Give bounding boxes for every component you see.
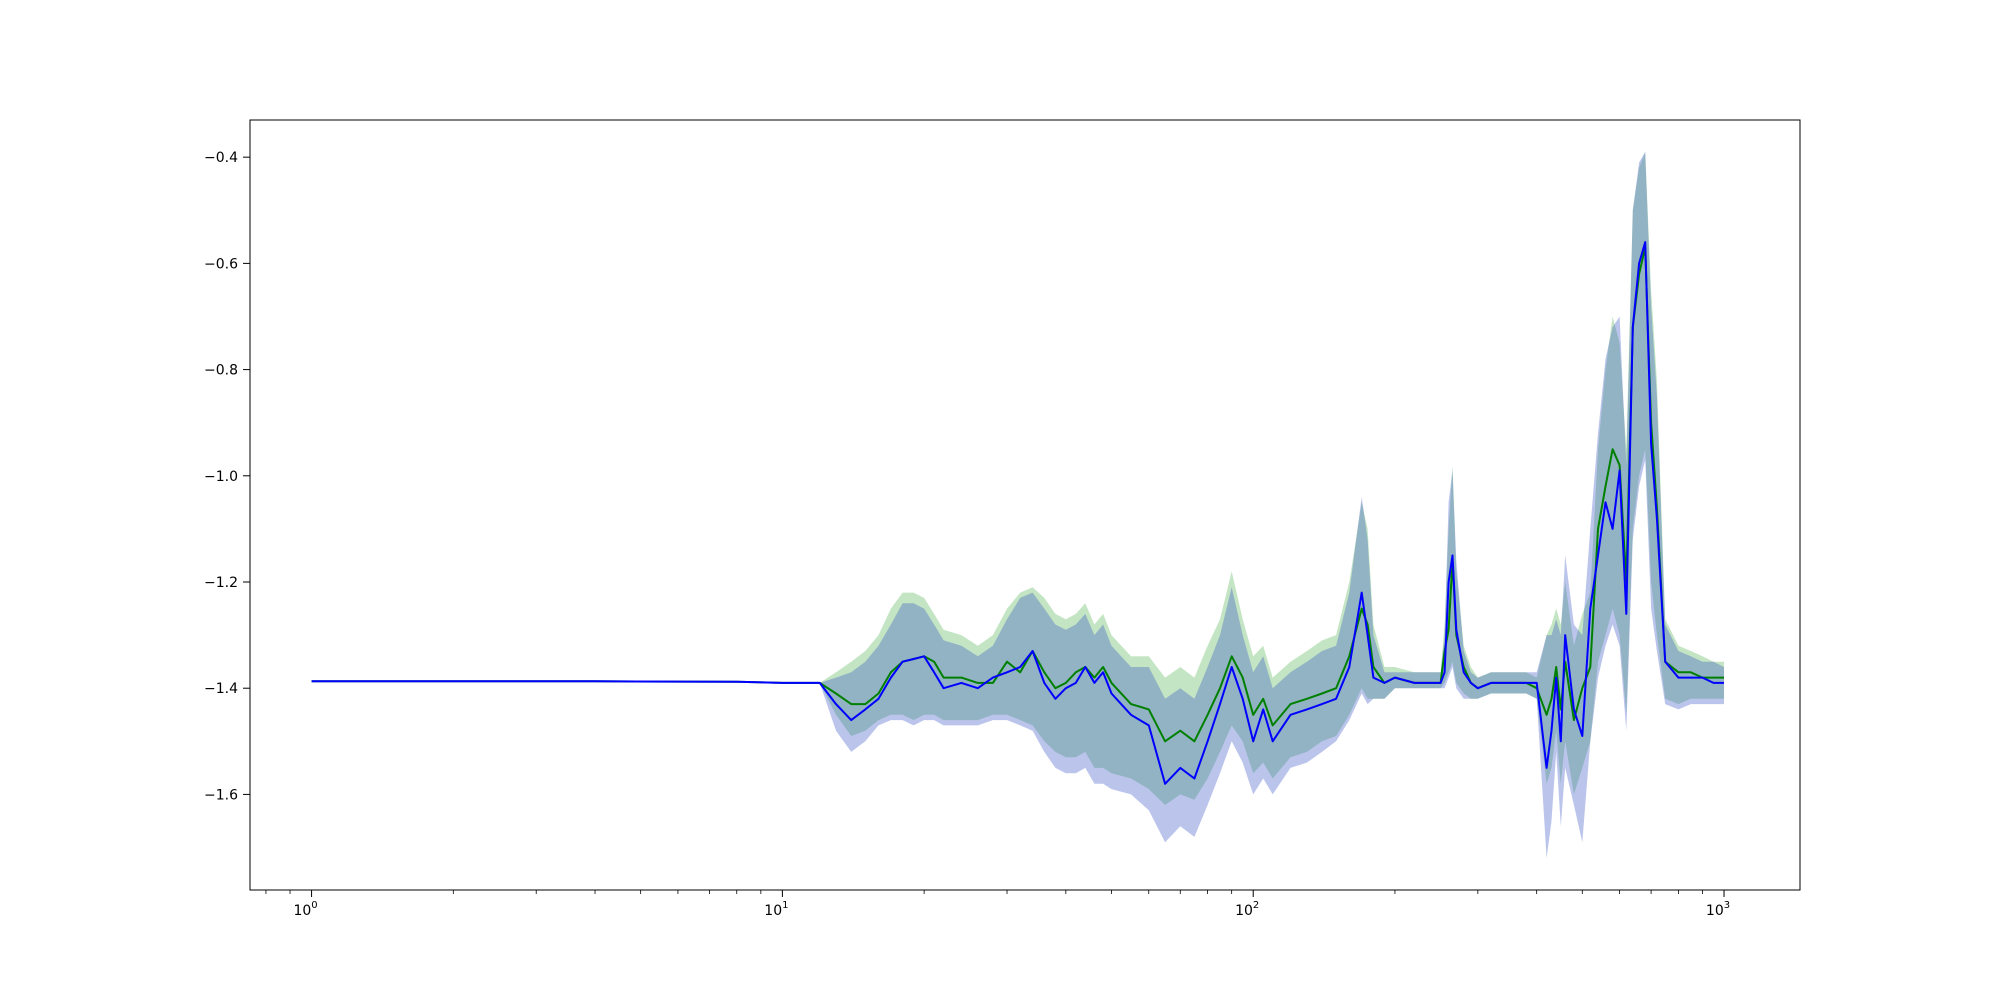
y-tick-label-0: −0.4 — [204, 150, 238, 166]
y-tick-label-3: −1.0 — [204, 469, 238, 485]
x-tick-label-0: 100 — [293, 900, 317, 919]
plot-frame — [249, 119, 1801, 891]
y-tick-label-6: −1.6 — [204, 787, 238, 803]
blue-band — [311, 151, 1725, 859]
x-tick-label-2: 102 — [1235, 900, 1259, 919]
x-axis: 100 101 102 103 — [265, 890, 1730, 919]
series-lines — [311, 241, 1724, 785]
x-tick-label-3: 103 — [1706, 900, 1730, 919]
y-axis: −0.4 −0.6 −0.8 −1.0 −1.2 −1.4 −1.6 — [204, 150, 250, 803]
y-tick-label-4: −1.2 — [204, 575, 238, 591]
y-tick-label-2: −0.8 — [204, 363, 238, 379]
green-series-line — [311, 246, 1724, 743]
x-tick-label-1: 101 — [764, 900, 788, 919]
y-tick-label-5: −1.4 — [204, 681, 238, 697]
y-tick-label-1: −0.6 — [204, 256, 238, 272]
blue-series-line — [311, 241, 1724, 785]
